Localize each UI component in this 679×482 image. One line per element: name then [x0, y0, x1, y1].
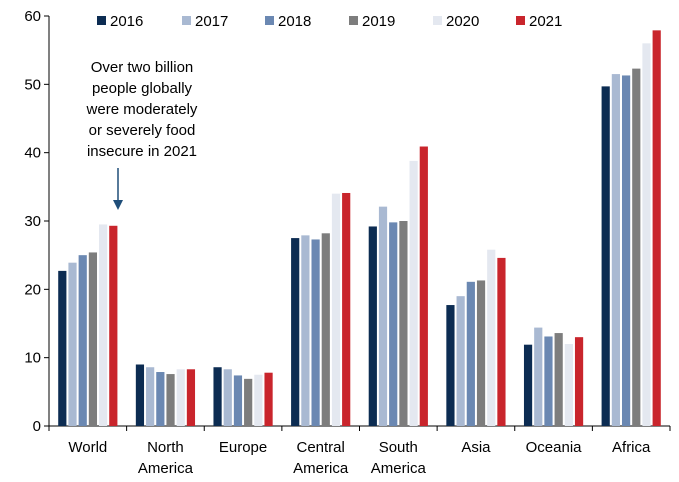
- x-category-label: South America: [371, 439, 427, 477]
- y-axis: 0 10 20 30 40 50 60: [24, 8, 50, 435]
- bar-2016: [291, 238, 300, 426]
- legend-swatch-2017: [182, 16, 191, 25]
- bar-2021: [186, 369, 196, 426]
- legend-swatch-2019: [349, 16, 358, 25]
- bar-2021: [419, 146, 428, 426]
- y-tick-label: 30: [24, 213, 41, 230]
- bar-2018: [544, 336, 553, 426]
- x-category-label: North America: [138, 439, 194, 477]
- bar-2021: [264, 372, 273, 426]
- y-tick-label: 40: [24, 145, 41, 162]
- x-category-label: Europe: [219, 439, 267, 456]
- bar-2020: [409, 160, 418, 426]
- y-tick-label: 10: [24, 350, 41, 367]
- bar-2020: [487, 249, 496, 426]
- bar-2021: [342, 192, 351, 426]
- bar-2016: [58, 270, 67, 426]
- bar-2017: [378, 206, 388, 426]
- bar-2020: [331, 193, 341, 426]
- y-tick-label: 20: [24, 281, 41, 298]
- bar-2016: [523, 344, 533, 426]
- bar-2018: [466, 281, 475, 426]
- bar-2017: [301, 235, 310, 426]
- bar-2019: [88, 252, 98, 426]
- bar-2016: [213, 367, 222, 426]
- bar-2018: [621, 75, 631, 426]
- bar-2021: [574, 337, 584, 426]
- legend-label-2019: 2019: [362, 13, 395, 30]
- legend-label-2017: 2017: [195, 13, 228, 30]
- bar-2020: [564, 344, 573, 426]
- legend: 2016 2017 2018 2019 2020 2021: [97, 13, 562, 30]
- bar-2019: [166, 374, 175, 426]
- bar-2021: [652, 30, 661, 426]
- x-category-label: Africa: [612, 439, 651, 456]
- bars: [58, 30, 661, 426]
- bar-2018: [389, 222, 398, 426]
- x-axis: World North America Europe Central America Sou…: [48, 425, 671, 477]
- bar-2019: [476, 280, 486, 426]
- y-tick-label: 60: [24, 8, 41, 25]
- legend-label-2021: 2021: [529, 13, 562, 30]
- bar-2016: [446, 305, 455, 426]
- annotation-text: Over two billion people globally were mode…: [86, 59, 198, 160]
- legend-swatch-2020: [433, 16, 442, 25]
- bar-2019: [554, 333, 563, 426]
- x-category-label: World: [68, 439, 107, 456]
- y-tick-label: 50: [24, 76, 41, 93]
- bar-2018: [311, 239, 320, 426]
- bar-2016: [368, 226, 377, 426]
- bar-2021: [109, 225, 118, 426]
- legend-label-2016: 2016: [110, 13, 143, 30]
- bar-2018: [233, 375, 243, 426]
- x-category-label: Central America: [293, 439, 349, 477]
- bar-2017: [223, 369, 232, 426]
- bar-2018: [78, 255, 87, 426]
- annotation: Over two billion people globally were mode…: [86, 59, 198, 210]
- legend-swatch-2016: [97, 16, 106, 25]
- legend-label-2018: 2018: [278, 13, 311, 30]
- bar-2019: [244, 378, 253, 426]
- x-category-label: Oceania: [526, 439, 583, 456]
- x-category-label: Asia: [461, 439, 491, 456]
- bar-2016: [135, 364, 145, 426]
- bar-2020: [176, 369, 185, 426]
- bar-2017: [68, 262, 77, 426]
- bar-2017: [611, 74, 620, 426]
- bar-2016: [601, 86, 610, 426]
- y-tick-label: 0: [33, 418, 41, 435]
- bar-2019: [632, 68, 641, 426]
- annotation-arrow-head: [113, 200, 123, 210]
- legend-swatch-2021: [516, 16, 525, 25]
- legend-label-2020: 2020: [446, 13, 479, 30]
- bar-2020: [99, 224, 108, 426]
- bar-2019: [399, 221, 408, 426]
- bar-2018: [156, 372, 165, 426]
- bar-2019: [321, 233, 330, 426]
- bar-2017: [146, 367, 155, 426]
- legend-swatch-2018: [265, 16, 274, 25]
- bar-2017: [534, 327, 543, 426]
- bar-2020: [642, 43, 651, 426]
- bar-2017: [456, 296, 465, 426]
- bar-2020: [254, 374, 263, 426]
- bar-2021: [497, 257, 506, 426]
